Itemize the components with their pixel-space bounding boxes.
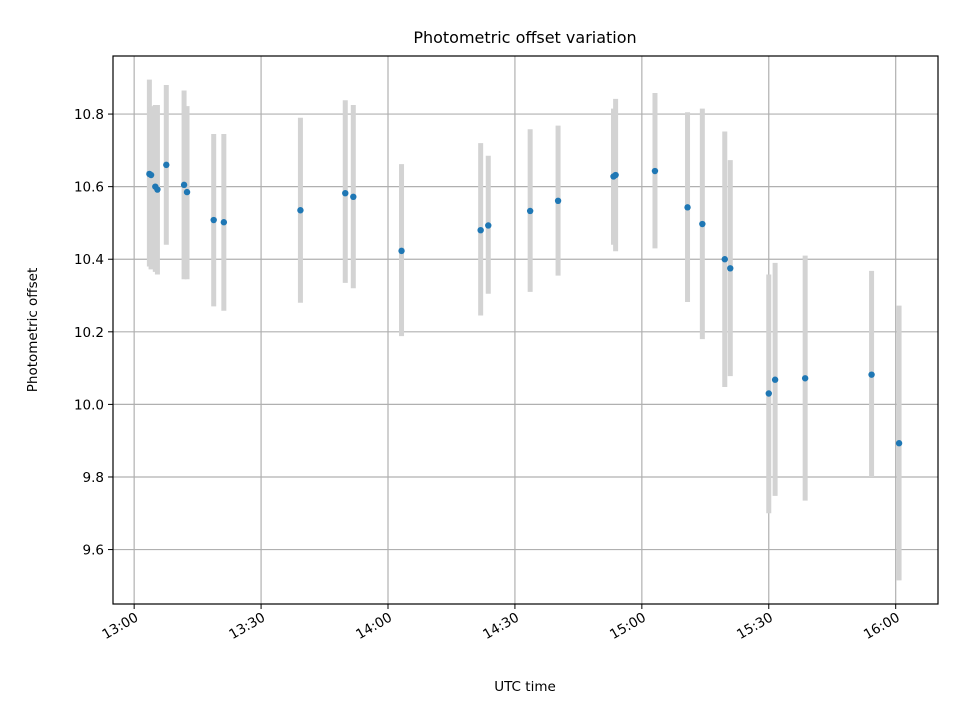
data-point: [350, 193, 357, 201]
data-point: [154, 186, 161, 193]
data-point: [612, 171, 619, 179]
data-point: [180, 181, 188, 189]
data-point: [765, 390, 772, 397]
data-point: [485, 222, 492, 229]
x-tick-label: 13:00: [99, 610, 141, 643]
plot-frame: [112, 55, 939, 605]
data-point: [526, 207, 534, 215]
data-point: [183, 188, 191, 196]
data-point: [398, 247, 405, 255]
y-tick-label: 9.8: [83, 470, 104, 486]
y-tick-label: 10.6: [74, 180, 104, 196]
data-point: [554, 197, 562, 205]
data-point: [771, 376, 779, 383]
y-tick-label: 10.0: [74, 397, 104, 413]
data-point: [895, 440, 903, 447]
data-point: [651, 167, 659, 175]
x-tick-label: 14:00: [353, 610, 395, 643]
data-point: [684, 204, 691, 211]
data-point: [477, 226, 484, 234]
data-point: [721, 256, 728, 263]
chart-title: Photometric offset variation: [413, 28, 636, 47]
data-point: [801, 375, 809, 382]
data-point: [297, 207, 304, 214]
data-point: [147, 171, 155, 179]
y-tick-label: 9.6: [83, 543, 104, 559]
x-tick-label: 13:30: [226, 610, 268, 643]
data-point: [220, 219, 228, 226]
data-points: [146, 161, 903, 447]
data-point: [163, 161, 170, 169]
data-point: [699, 220, 706, 228]
x-tick-label: 14:30: [480, 610, 522, 643]
y-tick-label: 10.2: [74, 325, 104, 341]
x-tick-label: 15:00: [607, 610, 649, 643]
y-axis-label: Photometric offset: [25, 268, 41, 392]
error-bars: [146, 79, 902, 581]
data-point: [868, 371, 875, 378]
data-point: [210, 216, 217, 224]
x-axis-label: UTC time: [494, 679, 556, 695]
x-tick-label: 16:00: [861, 610, 903, 643]
data-point: [727, 265, 734, 272]
data-point: [342, 189, 349, 197]
grid-layer: [113, 56, 938, 604]
x-tick-label: 15:30: [734, 610, 776, 643]
y-tick-label: 10.4: [74, 252, 104, 268]
y-tick-label: 10.8: [74, 107, 104, 123]
